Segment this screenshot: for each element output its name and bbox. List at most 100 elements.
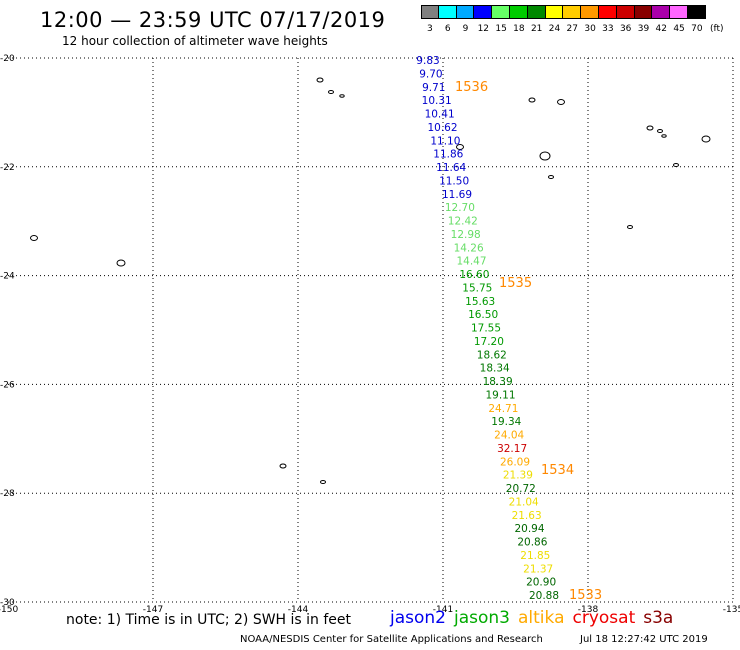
wave-height-label: 12.70 — [445, 202, 475, 214]
wave-height-label: 19.34 — [491, 416, 521, 428]
wave-height-label: 26.09 — [500, 456, 530, 468]
wave-height-label: 19.11 — [485, 389, 515, 401]
wave-height-label: 15.75 — [462, 282, 492, 294]
wave-height-label: 17.20 — [474, 336, 504, 348]
wave-height-label: 11.50 — [439, 175, 469, 187]
island-outline — [339, 94, 345, 98]
wave-height-label: 10.62 — [427, 122, 457, 134]
map-grid — [8, 57, 734, 603]
island-outline — [328, 90, 334, 94]
scale-label: 21 — [530, 24, 543, 34]
satellite-legend-item: jason2 — [390, 608, 446, 628]
scale-swatch — [634, 5, 653, 19]
scale-swatch — [456, 5, 475, 19]
scale-label: 30 — [584, 24, 596, 34]
scale-swatch — [492, 5, 510, 19]
wave-height-label: 16.60 — [459, 269, 489, 281]
island-outline — [456, 144, 464, 150]
scale-swatch — [616, 5, 635, 19]
satellite-legend-item: altika — [518, 608, 565, 628]
scale-label: 42 — [655, 24, 667, 34]
wave-height-label: 16.50 — [468, 309, 498, 321]
island-outline — [279, 463, 287, 469]
wave-height-label: 12.42 — [448, 216, 478, 228]
island-outline — [116, 259, 126, 267]
island-outline — [316, 77, 324, 83]
lon-tick-label: -144 — [288, 605, 309, 615]
scale-label: 6 — [444, 24, 451, 34]
wave-height-label: 21.04 — [509, 496, 539, 508]
island-outline — [548, 175, 554, 179]
wave-height-label: 24.71 — [488, 403, 518, 415]
lat-tick-label: -22 — [0, 163, 15, 173]
wave-height-label: 32.17 — [497, 443, 527, 455]
scale-swatch — [438, 5, 457, 19]
scale-label: 9 — [462, 24, 469, 34]
lat-tick-label: -28 — [0, 489, 15, 499]
wave-height-label: 12.98 — [451, 229, 481, 241]
lon-tick-label: -147 — [143, 605, 163, 615]
scale-swatch — [687, 5, 706, 19]
lon-tick-label: -138 — [578, 605, 599, 615]
scale-label: 24 — [548, 24, 561, 34]
color-scale: 3 6 9 12 15 18 21 24 27 30 33 36 39 42 45 70 (ft) — [421, 5, 728, 34]
title: 12:00 — 23:59 UTC 07/17/2019 — [40, 8, 386, 32]
island-outline — [673, 163, 679, 167]
wave-height-label: 20.72 — [506, 483, 536, 495]
wave-height-label: 9.71 — [422, 82, 445, 94]
wave-height-label: 10.31 — [422, 95, 452, 107]
wave-height-label: 20.90 — [526, 577, 556, 589]
scale-label: 33 — [602, 24, 614, 34]
wave-height-label: 17.55 — [471, 323, 501, 335]
scale-swatch — [527, 5, 546, 19]
lon-tick-label: -150 — [0, 605, 18, 615]
island-outline — [701, 135, 711, 143]
axis-labels: -150 -147 -144 -141 -138 -135 -20 -22 -24 -26 -28 -… — [0, 54, 740, 615]
scale-swatch — [509, 5, 528, 19]
satellite-legend-item: jason3 — [454, 608, 510, 628]
scale-swatch — [581, 5, 599, 19]
wave-height-label: 11.86 — [433, 149, 463, 161]
wave-height-label: 14.47 — [456, 256, 486, 268]
satellite-legend: jason2 jason3 altika cryosat s3a — [390, 608, 681, 628]
wave-height-label: 18.39 — [483, 376, 513, 388]
island-outline — [657, 129, 663, 133]
island-outline — [557, 99, 565, 105]
island-outline — [320, 480, 326, 484]
scale-swatch — [652, 5, 671, 19]
wave-height-label: 21.85 — [520, 550, 550, 562]
scale-swatch — [545, 5, 564, 19]
satellite-legend-item: cryosat — [572, 608, 636, 628]
lat-tick-label: -30 — [0, 598, 15, 608]
scale-label: 27 — [566, 24, 578, 34]
lat-tick-label: -20 — [0, 54, 15, 64]
pass-time-label: 1535 — [499, 276, 532, 291]
lat-tick-label: -26 — [0, 380, 15, 390]
scale-label: 45 — [673, 24, 685, 34]
satellite-legend-item: s3a — [643, 608, 674, 628]
scale-label: 3 — [427, 24, 433, 34]
wave-height-label: 9.70 — [419, 68, 442, 80]
wave-height-label: 21.37 — [523, 563, 553, 575]
wave-height-label: 11.64 — [436, 162, 466, 174]
timestamp: Jul 18 12:27:42 UTC 2019 — [580, 634, 708, 645]
lon-tick-label: -135 — [723, 605, 740, 615]
wave-height-label: 11.10 — [430, 135, 460, 147]
wave-height-label: 20.86 — [517, 537, 547, 549]
wave-height-label: 15.63 — [465, 296, 495, 308]
island-outline — [528, 97, 536, 103]
pass-time-label: 1536 — [455, 80, 488, 95]
islands — [30, 77, 711, 484]
scale-label: 18 — [513, 24, 525, 34]
island-outline — [646, 125, 654, 131]
island-outline — [661, 134, 667, 138]
scale-label: 39 — [637, 24, 650, 34]
time-labels: 1536 1535 1534 1533 — [455, 80, 602, 603]
pass-time-label: 1534 — [541, 463, 574, 478]
lat-tick-label: -24 — [0, 272, 15, 282]
wave-height-label: 21.39 — [503, 470, 533, 482]
scale-unit: (ft) — [709, 24, 724, 34]
island-outline — [627, 225, 633, 229]
wave-height-label: 10.41 — [425, 109, 455, 121]
